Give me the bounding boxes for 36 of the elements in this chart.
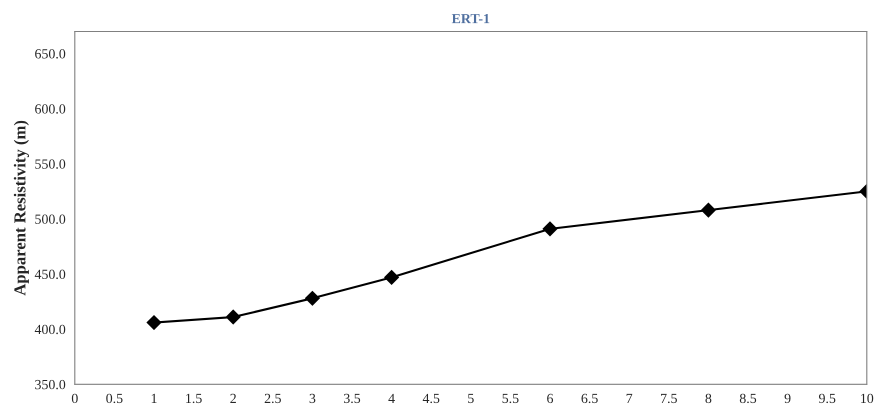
x-tick-label: 9: [784, 394, 791, 404]
point: [701, 202, 716, 218]
y-tick-label: 450.0: [34, 270, 66, 280]
x-tick-label: 2.5: [264, 394, 281, 404]
chart-title: ERT-1: [452, 14, 490, 24]
point: [146, 315, 162, 330]
x-tick-label: 4: [388, 394, 395, 403]
x-tick-label: 1: [152, 394, 157, 403]
x-tick-label: 8.5: [740, 394, 756, 404]
x-tick-label: 9.5: [818, 394, 836, 404]
x-tick-label: 7: [626, 394, 632, 403]
point: [542, 221, 558, 236]
y-tick-label: 650.0: [35, 49, 66, 59]
x-tick-label: 8: [705, 394, 712, 404]
point: [384, 270, 399, 285]
y-tick-label: 600.0: [35, 104, 66, 114]
x-tick-label: 7.5: [661, 394, 677, 404]
y-axis-title: Apparent Resistivity (m): [14, 120, 29, 296]
y-tick-label: 550.0: [35, 159, 66, 169]
x-tick-label: 10: [861, 394, 874, 404]
x-tick-label: 0: [72, 394, 78, 404]
x-tick-label: 2: [230, 394, 236, 403]
x-tick-label: 1.5: [186, 394, 202, 404]
y-tick-label: 500.0: [35, 214, 66, 224]
point: [226, 310, 241, 324]
point: [305, 290, 320, 306]
x-tick-label: 3.5: [344, 394, 360, 404]
y-tick-label: 350.0: [35, 380, 66, 390]
x-tick-label: 6: [547, 394, 554, 404]
x-tick-label: 5.5: [502, 394, 519, 404]
x-tick-label: 3: [310, 394, 316, 404]
y-tick-label: 400.0: [34, 324, 66, 334]
x-tick-label: 4.5: [422, 394, 440, 404]
x-tick-label: 0.5: [106, 394, 123, 404]
x-tick-label: 5: [468, 394, 474, 404]
x-tick-label: 6.5: [582, 394, 598, 404]
